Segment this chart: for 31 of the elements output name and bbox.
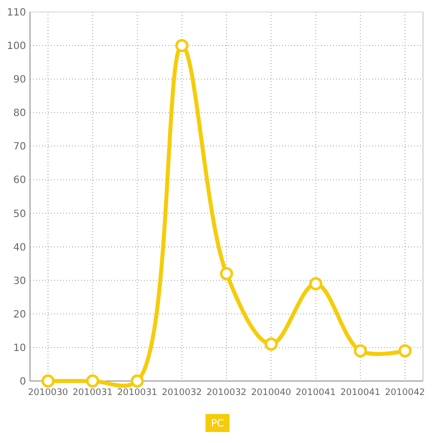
y-tick-label: 90 bbox=[13, 74, 26, 86]
point bbox=[354, 344, 367, 358]
x-tick-label: 2010041 bbox=[296, 388, 336, 398]
x-tick-label: 2010032 bbox=[162, 388, 202, 398]
point bbox=[264, 338, 278, 351]
y-tick-label: 80 bbox=[13, 108, 26, 120]
x-tick-label: 2010040 bbox=[251, 388, 292, 398]
point bbox=[398, 344, 412, 358]
y-tick-label: 20 bbox=[13, 309, 26, 320]
y-tick-label: 110 bbox=[6, 8, 26, 18]
point bbox=[220, 267, 234, 280]
point bbox=[309, 277, 322, 290]
point bbox=[86, 374, 100, 388]
y-tick-label: 10 bbox=[13, 342, 26, 354]
y-tick-label: 40 bbox=[13, 242, 26, 254]
x-tick-label: 2010042 bbox=[384, 388, 426, 398]
y-tick-label: 0 bbox=[20, 376, 26, 388]
y-tick-label: 100 bbox=[6, 41, 26, 52]
y-tick-label: 50 bbox=[13, 208, 26, 220]
point bbox=[130, 374, 144, 388]
point bbox=[41, 374, 55, 388]
x-tick-label: 2010032 bbox=[206, 388, 247, 398]
x-tick-label: 2010030 bbox=[28, 388, 68, 398]
text: PC bbox=[210, 418, 224, 430]
x-tick-label: 2010031 bbox=[117, 388, 158, 398]
point bbox=[175, 38, 188, 52]
x-tick-label: 2010031 bbox=[72, 388, 113, 398]
y-tick-label: 30 bbox=[13, 276, 26, 287]
y-tick-label: 60 bbox=[13, 175, 26, 186]
y-tick-label: 70 bbox=[13, 142, 26, 153]
x-tick-label: 2010041 bbox=[340, 388, 380, 398]
